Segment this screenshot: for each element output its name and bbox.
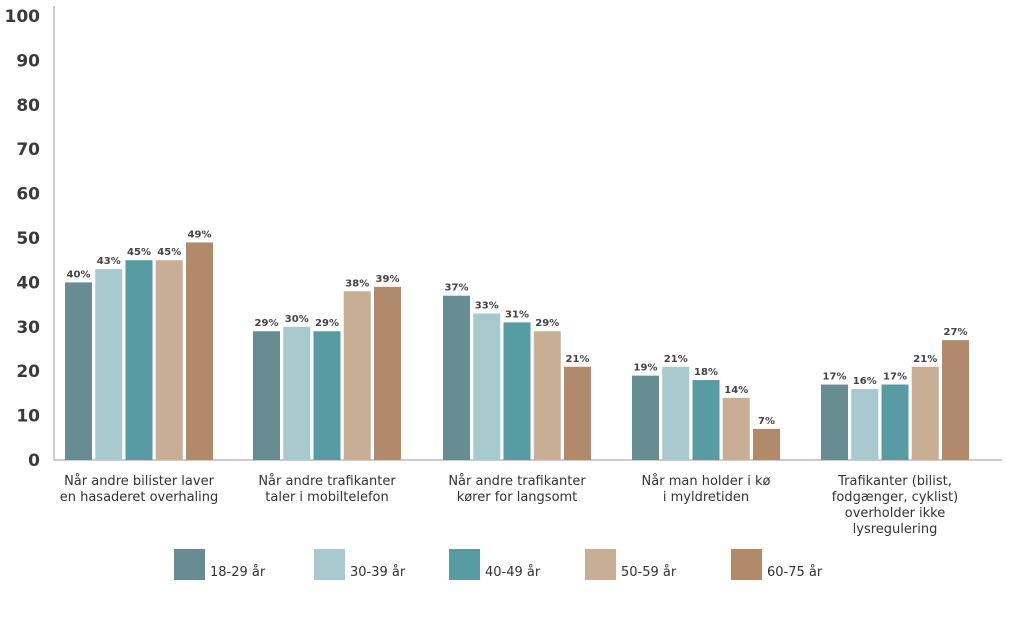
y-tick-label: 100 bbox=[5, 7, 41, 27]
data-label: 21% bbox=[913, 354, 937, 365]
bar bbox=[564, 366, 591, 460]
bar bbox=[443, 295, 470, 460]
y-tick-label: 60 bbox=[16, 185, 40, 205]
y-tick-label: 90 bbox=[16, 51, 40, 71]
legend-swatch bbox=[449, 549, 480, 580]
data-label: 14% bbox=[724, 385, 748, 396]
bar bbox=[186, 242, 213, 460]
x-category-label: Når andre trafikanter kører for langsomt bbox=[448, 474, 586, 505]
bar bbox=[821, 384, 848, 460]
bar bbox=[125, 260, 153, 460]
bar bbox=[343, 291, 371, 460]
y-tick-label: 50 bbox=[16, 229, 40, 249]
y-tick-label: 0 bbox=[28, 451, 40, 471]
data-label: 43% bbox=[97, 256, 121, 267]
legend-swatch bbox=[585, 549, 616, 580]
y-tick-label: 30 bbox=[16, 318, 40, 338]
bar bbox=[95, 269, 123, 460]
legend-label: 30-39 år bbox=[350, 565, 406, 580]
data-label: 18% bbox=[694, 367, 718, 378]
data-label: 33% bbox=[475, 300, 499, 311]
data-label: 39% bbox=[376, 274, 400, 285]
legend-swatch bbox=[174, 549, 205, 580]
bar bbox=[632, 375, 659, 460]
data-label: 29% bbox=[255, 318, 279, 329]
data-label: 31% bbox=[505, 309, 529, 320]
data-label: 27% bbox=[944, 327, 968, 338]
x-category-label: Trafikanter (bilist, fodgænger, cyklist)… bbox=[831, 474, 959, 537]
bar bbox=[65, 282, 92, 460]
x-category-label: Når andre bilister laver en hasaderet ov… bbox=[59, 474, 219, 505]
data-label: 17% bbox=[883, 372, 907, 383]
data-label: 7% bbox=[758, 416, 775, 427]
data-label: 45% bbox=[157, 247, 181, 258]
bar bbox=[911, 366, 939, 460]
bar bbox=[473, 313, 501, 460]
y-tick-label: 10 bbox=[16, 407, 40, 427]
legend-swatch bbox=[731, 549, 762, 580]
data-label: 30% bbox=[285, 314, 309, 325]
bar bbox=[533, 331, 561, 460]
data-label: 21% bbox=[566, 354, 590, 365]
bar bbox=[155, 260, 183, 460]
legend-swatch bbox=[314, 549, 345, 580]
bar bbox=[662, 366, 690, 460]
data-label: 49% bbox=[188, 229, 212, 240]
data-label: 21% bbox=[664, 354, 688, 365]
data-label: 17% bbox=[823, 372, 847, 383]
bar bbox=[851, 388, 879, 460]
data-label: 19% bbox=[634, 363, 658, 374]
data-label: 37% bbox=[445, 283, 469, 294]
legend-label: 40-49 år bbox=[485, 565, 541, 580]
data-label: 16% bbox=[853, 376, 877, 387]
bar bbox=[753, 428, 780, 460]
bar bbox=[503, 322, 531, 460]
data-label: 29% bbox=[315, 318, 339, 329]
x-category-label: Når andre trafikanter taler i mobiltelef… bbox=[258, 474, 396, 505]
y-tick-label: 80 bbox=[16, 96, 40, 116]
data-label: 40% bbox=[67, 269, 91, 280]
y-tick-label: 70 bbox=[16, 140, 40, 160]
bar bbox=[942, 340, 969, 460]
bar bbox=[692, 380, 720, 460]
legend-label: 50-59 år bbox=[621, 565, 677, 580]
bar bbox=[881, 384, 909, 460]
legend-label: 18-29 år bbox=[210, 565, 266, 580]
data-label: 38% bbox=[345, 278, 369, 289]
bar bbox=[313, 331, 341, 460]
bar bbox=[253, 331, 280, 460]
x-category-label: Når man holder i kø i myldretiden bbox=[641, 474, 771, 505]
y-tick-label: 20 bbox=[16, 362, 40, 382]
bar bbox=[283, 326, 311, 460]
legend-label: 60-75 år bbox=[767, 565, 823, 580]
data-label: 45% bbox=[127, 247, 151, 258]
y-tick-label: 40 bbox=[16, 273, 40, 293]
bar bbox=[722, 397, 750, 460]
data-label: 29% bbox=[535, 318, 559, 329]
bar bbox=[374, 286, 401, 460]
